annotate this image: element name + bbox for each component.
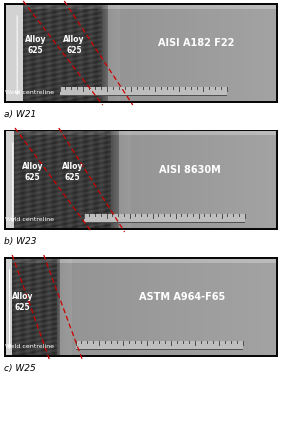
Text: b) W23: b) W23: [4, 237, 36, 246]
Text: Weld centreline: Weld centreline: [5, 217, 54, 222]
Text: AISI 8630M: AISI 8630M: [159, 165, 221, 175]
Text: c) W25: c) W25: [4, 364, 36, 373]
Text: Weld centreline: Weld centreline: [5, 344, 54, 349]
Text: Alloy
625: Alloy 625: [12, 292, 33, 312]
Text: Alloy
625: Alloy 625: [63, 35, 85, 55]
Text: Alloy
625: Alloy 625: [25, 35, 46, 55]
Text: ASTM A964-F65: ASTM A964-F65: [139, 292, 225, 302]
Text: Alloy
625: Alloy 625: [22, 163, 43, 182]
Text: a) W21: a) W21: [4, 110, 36, 119]
Text: AISI A182 F22: AISI A182 F22: [158, 38, 234, 48]
Text: Alloy
625: Alloy 625: [62, 163, 83, 182]
Text: Weld centreline: Weld centreline: [5, 90, 54, 95]
